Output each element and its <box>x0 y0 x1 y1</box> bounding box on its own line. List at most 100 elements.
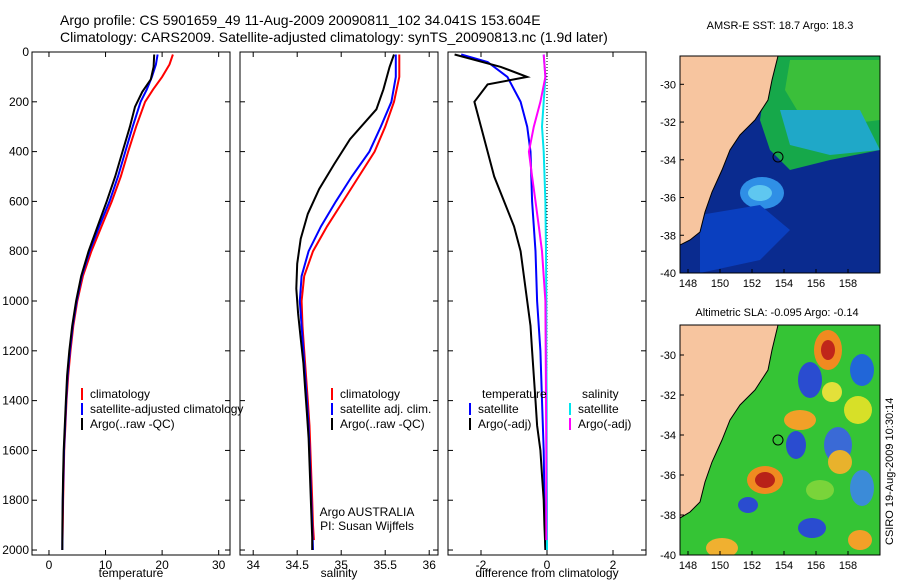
y-tick-label: 1400 <box>2 394 29 408</box>
legend-label: satellite-adjusted climatology <box>90 402 243 416</box>
y-tick-label: 600 <box>9 194 29 208</box>
y-tick-label: 1200 <box>2 344 29 358</box>
y-tick-label: 800 <box>9 244 29 258</box>
sst-profile-marker <box>772 151 784 163</box>
sla-map: Altimetric SLA: -0.095 Argo: -0.14 <box>660 307 881 572</box>
sst-land <box>680 56 779 246</box>
map-x-tick-label: 148 <box>679 560 697 572</box>
legend-label: climatology <box>90 387 150 401</box>
map-y-tick-label: -34 <box>660 430 676 442</box>
sst-cool-water <box>700 205 790 273</box>
x-axis-label: temperature <box>99 566 164 580</box>
map-y-tick-label: -40 <box>660 268 676 280</box>
y-tick-label: 200 <box>9 95 29 109</box>
x-tick-label: 35 <box>335 558 349 572</box>
map-x-tick-label: 154 <box>775 278 793 290</box>
map-y-tick-label: -32 <box>660 390 676 402</box>
x-tick-label: 2 <box>610 558 617 572</box>
series-line <box>298 54 397 551</box>
map-y-tick-label: -34 <box>660 155 676 167</box>
sla-anomaly <box>784 410 816 430</box>
map-x-tick-label: 156 <box>807 278 825 290</box>
sla-anomaly <box>822 382 842 402</box>
sla-anomaly <box>850 354 874 386</box>
plot-frame <box>31 51 231 556</box>
sst-warm-core <box>785 60 880 125</box>
x-tick-label: 36 <box>423 558 437 572</box>
x-tick-label: 34 <box>247 558 261 572</box>
sla-anomaly <box>798 518 826 538</box>
series-line <box>300 54 401 541</box>
series-line <box>61 54 156 551</box>
sla-anomaly <box>850 470 874 506</box>
sla-anomaly <box>844 396 872 424</box>
map-y-tick-label: -32 <box>660 117 676 129</box>
series-line <box>295 54 395 550</box>
sla-anomaly <box>798 362 822 398</box>
sst-map-frame <box>679 55 881 274</box>
map-x-tick-label: 152 <box>743 278 761 290</box>
series-line <box>527 54 548 541</box>
map-y-tick-label: -30 <box>660 350 676 362</box>
sla-map-title: Altimetric SLA: -0.095 Argo: -0.14 <box>695 307 858 319</box>
x-axis-label: difference from climatology <box>475 566 618 580</box>
series-line <box>454 53 547 551</box>
y-tick-label: 400 <box>9 145 29 159</box>
sla-map-frame <box>679 324 881 556</box>
legend-label: satellite adj. clim. <box>340 402 431 416</box>
sla-anomaly <box>806 480 834 500</box>
map-y-tick-label: -30 <box>660 79 676 91</box>
sla-anomaly <box>848 530 872 550</box>
map-y-tick-label: -40 <box>660 550 676 562</box>
sla-profile-marker <box>772 434 784 446</box>
sst-map-title: AMSR-E SST: 18.7 Argo: 18.3 <box>707 20 854 32</box>
sla-land <box>680 325 779 519</box>
y-tick-label: 0 <box>22 45 29 59</box>
y-tick-label: 2000 <box>2 543 29 557</box>
map-y-tick-label: -36 <box>660 470 676 482</box>
legend-label: Argo(-adj) <box>578 417 631 431</box>
legend-label: Argo(-adj) <box>478 417 531 431</box>
x-tick-label: 10 <box>99 558 113 572</box>
series-line <box>61 54 174 541</box>
map-x-tick-label: 154 <box>775 560 793 572</box>
legend-label: temperature <box>482 387 547 401</box>
temperature-panel: 0 10 20 30 temperature 0 200 400 600 800 1000 1200 1… <box>2 45 243 580</box>
legend-label: satellite <box>478 402 519 416</box>
salinity-panel: 34 34.5 35 35.5 36 salinity climatologysatelli… <box>239 51 439 580</box>
sla-anomaly <box>738 497 758 513</box>
legend-label: climatology <box>340 387 400 401</box>
x-axis-label: salinity <box>321 566 358 580</box>
sla-anomaly <box>706 538 738 555</box>
legend-label: satellite <box>578 402 619 416</box>
sla-anomaly <box>828 450 852 474</box>
legend-label: Argo(..raw -QC) <box>90 417 175 431</box>
x-tick-label: 35.5 <box>374 558 398 572</box>
map-x-tick-label: 156 <box>807 560 825 572</box>
x-tick-label: 0 <box>544 558 551 572</box>
annotation-text: Argo AUSTRALIA <box>320 505 415 519</box>
x-tick-label: 34.5 <box>286 558 310 572</box>
map-y-tick-label: -38 <box>660 230 676 242</box>
map-x-tick-label: 150 <box>711 278 729 290</box>
header-line2: Climatology: CARS2009. Satellite-adjuste… <box>60 29 608 45</box>
map-y-tick-label: -38 <box>660 510 676 522</box>
legend-label: Argo(..raw -QC) <box>340 417 425 431</box>
plot-frame <box>239 51 439 556</box>
side-label: CSIRO 19-Aug-2009 10:30:14 <box>884 398 896 545</box>
sst-eddy-core <box>748 185 772 201</box>
annotation-text: PI: Susan Wijffels <box>320 519 414 533</box>
header-line1: Argo profile: CS 5901659_49 11-Aug-2009 … <box>60 12 541 28</box>
map-y-tick-label: -36 <box>660 193 676 205</box>
map-x-tick-label: 152 <box>743 560 761 572</box>
x-tick-label: 20 <box>155 558 169 572</box>
x-tick-label: -2 <box>476 558 487 572</box>
x-tick-label: 0 <box>46 558 53 572</box>
y-tick-label: 1000 <box>2 294 29 308</box>
sla-anomaly <box>821 340 835 360</box>
map-x-tick-label: 150 <box>711 560 729 572</box>
sst-front <box>780 110 880 155</box>
y-tick-label: 1800 <box>2 493 29 507</box>
